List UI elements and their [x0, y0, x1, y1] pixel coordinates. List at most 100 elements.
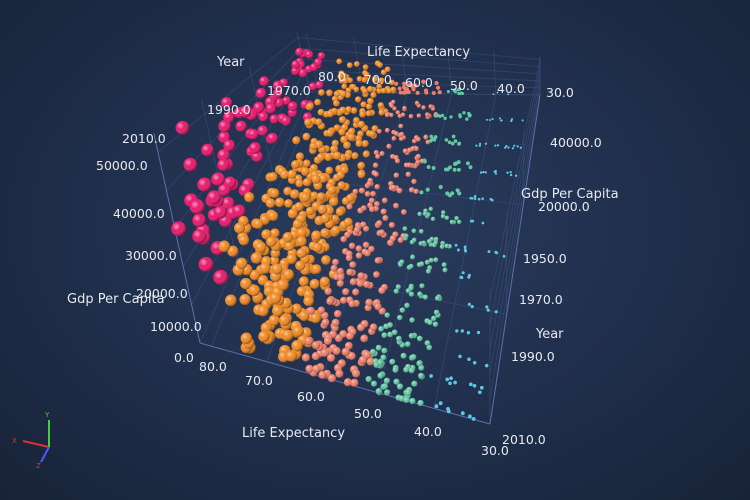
- data-point-shade: [415, 153, 421, 159]
- data-point-shade: [347, 133, 356, 141]
- axis-title-life-bottom: Life Expectancy: [242, 426, 345, 441]
- data-point-shade: [395, 284, 401, 290]
- data-point-s4: [472, 360, 477, 365]
- data-point-shade: [362, 241, 370, 249]
- data-point-shade: [348, 242, 356, 250]
- data-point-s4: [511, 147, 515, 150]
- data-point-shade: [312, 242, 323, 253]
- data-point-shade: [408, 332, 415, 339]
- data-point-shade: [391, 136, 397, 141]
- data-point-shade: [311, 174, 321, 184]
- data-point-shade: [330, 145, 339, 154]
- data-point-s4: [446, 409, 451, 414]
- data-point-shade: [261, 229, 272, 240]
- tick-life-front-0: 80.0: [199, 359, 227, 374]
- data-point-shade: [291, 303, 302, 315]
- data-point-shade: [295, 47, 304, 56]
- data-point-shade: [371, 76, 379, 83]
- data-point-shade: [183, 157, 198, 172]
- data-point-shade: [331, 318, 340, 327]
- data-point-shade: [391, 329, 398, 336]
- data-point-shade: [270, 248, 281, 258]
- data-point-s4: [434, 404, 439, 409]
- data-point-shade: [338, 128, 346, 136]
- data-point-s2: [407, 82, 412, 87]
- data-point-shade: [192, 229, 207, 244]
- data-point-s3: [458, 92, 462, 96]
- data-point-s4: [469, 219, 473, 223]
- data-point-shade: [321, 318, 330, 327]
- data-point-shade: [270, 228, 280, 238]
- data-point-shade: [317, 204, 328, 215]
- data-point-shade: [295, 179, 304, 188]
- data-point-shade: [213, 269, 229, 285]
- data-point-shade: [442, 267, 448, 273]
- data-point-shade: [342, 288, 350, 296]
- data-point-shade: [189, 199, 205, 215]
- data-point-shade: [171, 221, 187, 237]
- data-point-shade: [408, 291, 415, 297]
- data-point-shade: [333, 99, 340, 107]
- data-point-s2: [431, 90, 436, 96]
- data-point-shade: [326, 110, 334, 118]
- data-point-shade: [430, 315, 437, 322]
- data-point-shade: [389, 79, 395, 86]
- data-point-shade: [287, 169, 297, 179]
- gizmo-z-axis: [40, 446, 50, 463]
- data-point-shade: [370, 190, 376, 197]
- data-point-s4: [513, 144, 516, 147]
- data-point-shade: [269, 255, 280, 266]
- data-point-shade: [335, 207, 345, 217]
- data-point-shade: [363, 280, 371, 288]
- data-point-shade: [415, 159, 421, 165]
- data-point-shade: [314, 140, 324, 149]
- data-point-shade: [387, 239, 394, 246]
- data-point-shade: [281, 115, 292, 126]
- data-point-shade: [323, 336, 332, 345]
- data-point-shade: [350, 107, 358, 114]
- data-point-shade: [359, 110, 366, 118]
- data-point-shade: [378, 326, 384, 332]
- data-point-shade: [232, 204, 246, 218]
- data-point-shade: [298, 68, 308, 78]
- data-point-shade: [416, 113, 422, 118]
- tick-life-front-2: 60.0: [297, 389, 325, 404]
- data-point-shade: [386, 143, 392, 149]
- data-point-s3: [436, 113, 440, 118]
- data-point-shade: [417, 291, 423, 297]
- data-point-shade: [418, 364, 425, 371]
- data-point-shade: [374, 183, 380, 190]
- grid-side-gdp-4: [489, 66, 541, 325]
- data-point-s4: [478, 144, 481, 147]
- data-point-shade: [320, 348, 329, 357]
- data-point-shade: [387, 322, 393, 328]
- data-point-shade: [249, 269, 261, 281]
- data-point-shade: [415, 136, 421, 142]
- data-point-s4: [484, 363, 489, 368]
- data-point-shade: [175, 120, 190, 135]
- data-point-shade: [398, 395, 405, 402]
- data-point-s2: [394, 81, 399, 86]
- data-point-shade: [320, 213, 331, 224]
- data-point-shade: [403, 396, 410, 404]
- data-point-shade: [362, 150, 370, 158]
- data-point-shade: [268, 172, 278, 182]
- data-point-shade: [353, 86, 360, 93]
- data-point-shade: [402, 226, 408, 231]
- data-point-shade: [258, 330, 270, 343]
- axis-titles: Life Expectancy Life Expectancy Gdp Per …: [67, 45, 619, 441]
- data-point-shade: [378, 229, 385, 236]
- data-point-shade: [441, 210, 446, 215]
- data-point-s4: [473, 197, 477, 200]
- data-point-s4: [509, 173, 513, 177]
- data-point-shade: [381, 347, 388, 354]
- data-point-shade: [239, 105, 252, 118]
- data-point-shade: [220, 97, 233, 109]
- grid-side-gdp-5: [489, 59, 541, 300]
- data-point-shade: [347, 352, 356, 360]
- data-point-shade: [324, 152, 333, 162]
- data-point-shade: [422, 211, 428, 216]
- data-point-shade: [368, 245, 375, 253]
- data-point-shade: [444, 243, 450, 249]
